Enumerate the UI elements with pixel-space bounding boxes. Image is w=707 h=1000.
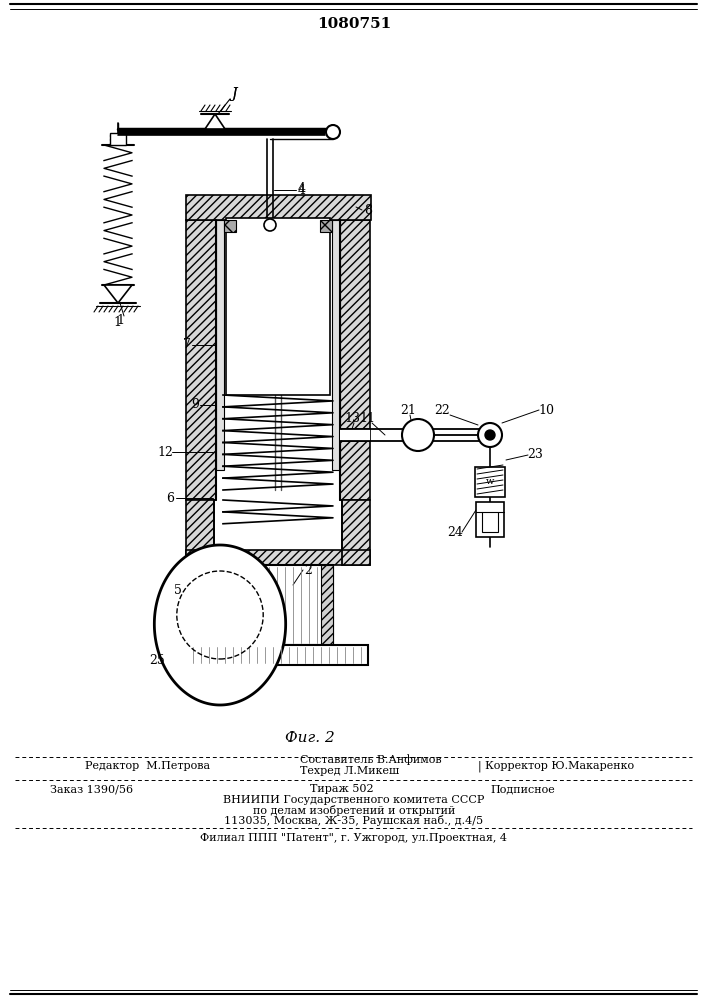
Bar: [482, 512, 498, 532]
Bar: [320, 220, 332, 232]
Polygon shape: [104, 285, 132, 303]
Circle shape: [264, 219, 276, 231]
Bar: [475, 467, 505, 497]
Bar: [321, 565, 333, 645]
Text: 1080751: 1080751: [317, 17, 391, 31]
Text: 12: 12: [157, 446, 173, 458]
Text: 24: 24: [447, 526, 463, 538]
Text: ВНИИПИ Государственного комитета СССР: ВНИИПИ Государственного комитета СССР: [223, 795, 485, 805]
Text: 10: 10: [538, 403, 554, 416]
Text: 21: 21: [400, 403, 416, 416]
Text: Техред Л.Микеш: Техред Л.Микеш: [300, 766, 399, 776]
Text: 4: 4: [298, 182, 306, 194]
Bar: [223, 565, 235, 645]
Bar: [342, 500, 370, 565]
Polygon shape: [205, 114, 225, 129]
Text: 5: 5: [174, 584, 182, 596]
Text: 23: 23: [527, 448, 543, 462]
Bar: [224, 220, 236, 232]
Text: 6: 6: [166, 491, 174, 504]
Text: 22: 22: [434, 403, 450, 416]
Bar: [186, 195, 371, 220]
Bar: [186, 500, 214, 565]
Text: 25: 25: [149, 654, 165, 666]
Text: 11: 11: [359, 412, 375, 424]
Text: Фиг. 2: Фиг. 2: [285, 731, 335, 745]
Circle shape: [402, 419, 434, 451]
Circle shape: [478, 423, 502, 447]
Text: | Корректор Ю.Макаренко: | Корректор Ю.Макаренко: [478, 760, 634, 772]
Bar: [110, 133, 126, 145]
Circle shape: [326, 125, 340, 139]
Bar: [342, 429, 370, 441]
Bar: [188, 645, 368, 665]
Text: 9: 9: [191, 398, 199, 412]
Text: 113035, Москва, Ж-35, Раушская наб., д.4/5: 113035, Москва, Ж-35, Раушская наб., д.4…: [224, 814, 484, 826]
Text: 13: 13: [344, 412, 360, 424]
Bar: [186, 550, 370, 565]
Text: 7: 7: [183, 338, 191, 352]
Text: J: J: [231, 87, 237, 101]
Bar: [476, 502, 504, 537]
Text: 2: 2: [304, 564, 312, 576]
Text: J: J: [231, 87, 237, 101]
Text: 1: 1: [113, 316, 121, 330]
Text: 1: 1: [116, 314, 124, 326]
Bar: [186, 220, 216, 500]
Text: 8: 8: [364, 204, 372, 217]
Text: Редактор  М.Петрова: Редактор М.Петрова: [85, 761, 210, 771]
Bar: [216, 220, 224, 470]
Polygon shape: [154, 545, 286, 705]
Text: Составитель В.Анфимов: Составитель В.Анфимов: [300, 755, 442, 765]
Bar: [340, 429, 370, 441]
Bar: [340, 220, 370, 500]
Bar: [118, 129, 325, 135]
Text: Филиал ППП "Патент", г. Ужгород, ул.Проектная, 4: Филиал ППП "Патент", г. Ужгород, ул.Прое…: [201, 833, 508, 843]
Text: 4: 4: [298, 184, 306, 196]
Text: Подписное: Подписное: [490, 784, 555, 794]
Text: w: w: [486, 478, 494, 487]
Circle shape: [485, 430, 495, 440]
Text: Тираж 502: Тираж 502: [310, 784, 373, 794]
Bar: [226, 218, 330, 395]
Bar: [332, 220, 340, 470]
Text: Заказ 1390/56: Заказ 1390/56: [50, 784, 133, 794]
Text: по делам изобретений и открытий: по делам изобретений и открытий: [253, 804, 455, 816]
